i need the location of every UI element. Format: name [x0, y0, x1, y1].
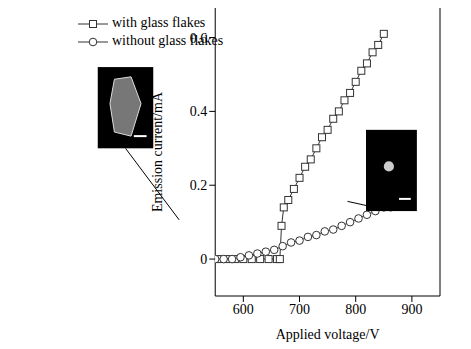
svg-text:0: 0: [200, 252, 207, 267]
svg-text:Emission current/mA: Emission current/mA: [150, 91, 165, 212]
svg-text:0.4: 0.4: [190, 104, 208, 119]
svg-text:700: 700: [289, 302, 310, 317]
svg-text:0.2: 0.2: [190, 178, 208, 193]
svg-text:800: 800: [345, 302, 366, 317]
svg-text:Applied voltage/V: Applied voltage/V: [276, 327, 380, 342]
svg-text:900: 900: [401, 302, 422, 317]
svg-text:600: 600: [233, 302, 254, 317]
svg-text:0.6: 0.6: [190, 31, 208, 46]
